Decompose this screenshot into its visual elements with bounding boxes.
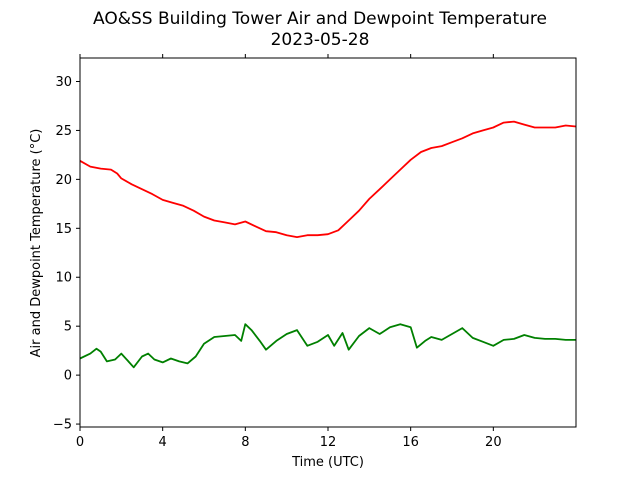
chart-title: AO&SS Building Tower Air and Dewpoint Te… [93, 9, 547, 29]
y-tick-label: 25 [55, 124, 72, 139]
x-tick-label: 20 [485, 435, 502, 450]
series-line-1 [79, 323, 576, 369]
y-tick-label: 15 [55, 222, 72, 237]
x-tick-label: 8 [241, 435, 249, 450]
series-layer [79, 120, 577, 369]
y-tick-label: 10 [55, 271, 72, 286]
y-axis-label: Air and Dewpoint Temperature (°C) [29, 129, 44, 358]
y-tick-label: 0 [64, 369, 72, 384]
y-tick-label: 20 [55, 173, 72, 188]
x-tick-label: 12 [320, 435, 337, 450]
y-tick-label: −5 [53, 418, 72, 433]
x-tick-label: 16 [402, 435, 419, 450]
y-tick-label: 5 [64, 320, 72, 335]
x-tick-label: 0 [76, 435, 84, 450]
series-line-0 [79, 120, 577, 239]
plot-frame [79, 57, 577, 428]
x-axis-label: Time (UTC) [291, 455, 364, 470]
ticks-layer: 0 4 8 12 16 20 −5 0 5 10 15 20 25 30 [53, 54, 502, 450]
y-tick-label: 30 [55, 75, 72, 90]
chart-subtitle: 2023-05-28 [271, 30, 370, 50]
x-tick-label: 4 [159, 435, 167, 450]
